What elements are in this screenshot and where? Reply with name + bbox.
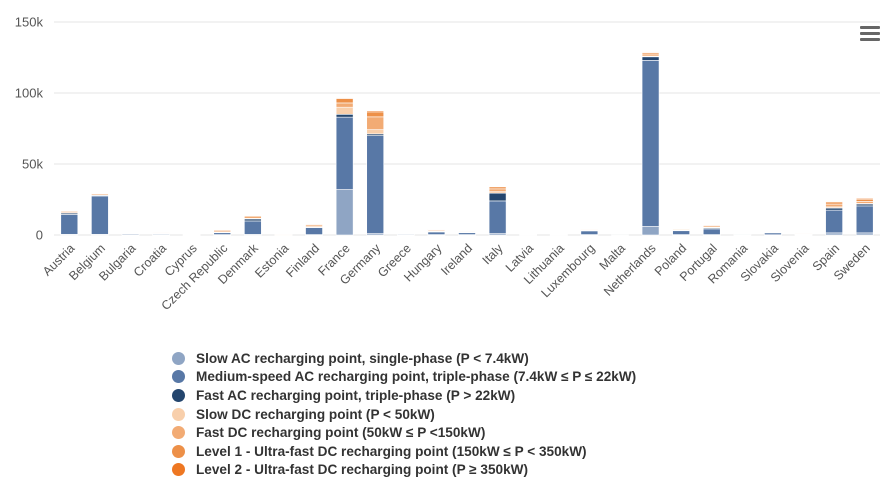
y-tick-label: 0: [36, 228, 43, 243]
bar-segment[interactable]: [488, 188, 507, 192]
legend-item[interactable]: Fast AC recharging point, triple-phase (…: [172, 386, 636, 405]
legend-label: Level 1 - Ultra-fast DC recharging point…: [196, 443, 587, 459]
legend-label: Medium-speed AC recharging point, triple…: [196, 369, 637, 385]
bar-segment[interactable]: [60, 209, 79, 212]
legend-item[interactable]: Slow DC recharging point (P < 50kW): [172, 405, 636, 424]
bar-segment[interactable]: [213, 229, 232, 231]
bar-segment[interactable]: [244, 214, 262, 217]
bar-segment[interactable]: [335, 116, 354, 190]
legend-marker: [172, 426, 185, 440]
legend-marker: [172, 463, 185, 477]
bar-segment[interactable]: [397, 232, 415, 235]
bar-segment[interactable]: [855, 198, 874, 200]
legend-marker: [172, 351, 185, 365]
bar-segment[interactable]: [305, 227, 323, 235]
bar-segment[interactable]: [366, 116, 385, 130]
x-axis-ticks: AustriaBelgiumBulgariaCroatiaCyprusCzech…: [40, 241, 873, 313]
bar-segment[interactable]: [488, 185, 507, 188]
bars: [60, 51, 874, 236]
bar-segment[interactable]: [825, 232, 843, 236]
bar-segment[interactable]: [488, 192, 507, 202]
legend-label: Fast DC recharging point (50kW ≤ P <150k…: [196, 425, 486, 441]
bar-segment[interactable]: [855, 205, 874, 234]
bar-segment[interactable]: [458, 230, 476, 232]
bar-segment[interactable]: [488, 200, 507, 234]
x-tick-label: Italy: [480, 241, 507, 268]
bar-segment[interactable]: [764, 231, 782, 233]
bar-segment[interactable]: [519, 233, 537, 235]
hamburger-menu-icon[interactable]: [860, 26, 880, 44]
y-tick-label: 50k: [22, 157, 43, 172]
legend-item[interactable]: Fast DC recharging point (50kW ≤ P <150k…: [172, 423, 636, 442]
x-tick-label: Ireland: [438, 241, 475, 278]
bar-segment[interactable]: [825, 201, 843, 203]
y-tick-label: 100k: [15, 86, 44, 101]
legend-label: Slow AC recharging point, single-phase (…: [196, 350, 529, 366]
bar-segment[interactable]: [580, 229, 599, 231]
bar-segment[interactable]: [825, 207, 843, 211]
legend-marker: [172, 388, 185, 402]
bar-segment[interactable]: [182, 234, 201, 236]
bar-segment[interactable]: [702, 228, 721, 235]
bar-segment[interactable]: [121, 232, 140, 234]
legend-label: Level 2 - Ultra-fast DC recharging point…: [196, 462, 529, 478]
bar-segment[interactable]: [335, 106, 354, 115]
bar-segment[interactable]: [825, 209, 843, 234]
bar-segment[interactable]: [366, 129, 385, 135]
bar-segment[interactable]: [91, 192, 109, 194]
bar-segment[interactable]: [366, 111, 385, 118]
bar-segment[interactable]: [274, 234, 293, 236]
bar-segment[interactable]: [641, 226, 660, 236]
bar-segment[interactable]: [733, 232, 752, 235]
legend-item[interactable]: Medium-speed AC recharging point, triple…: [172, 368, 636, 387]
x-tick-label: Croatia: [131, 241, 169, 279]
legend-label: Fast AC recharging point, triple-phase (…: [196, 387, 516, 403]
gridlines: [54, 21, 880, 236]
y-tick-label: 150k: [15, 15, 44, 30]
bar-segment[interactable]: [60, 214, 79, 235]
bar-segment[interactable]: [641, 56, 660, 61]
legend-marker: [172, 370, 185, 384]
bar-segment[interactable]: [641, 53, 660, 57]
bar-segment[interactable]: [855, 198, 874, 202]
bar-segment[interactable]: [794, 232, 813, 234]
bar-segment[interactable]: [305, 223, 323, 225]
bar-segment[interactable]: [641, 60, 660, 227]
legend-marker: [172, 444, 185, 458]
bar-segment[interactable]: [549, 234, 568, 236]
bar-segment[interactable]: [335, 97, 354, 99]
bar-segment[interactable]: [641, 51, 660, 53]
bar-segment[interactable]: [672, 227, 690, 230]
x-tick-label: Finland: [283, 241, 322, 280]
bar-segment[interactable]: [244, 220, 262, 235]
legend-item[interactable]: Level 1 - Ultra-fast DC recharging point…: [172, 442, 636, 461]
bar-segment[interactable]: [335, 189, 354, 236]
legend-marker: [172, 407, 185, 421]
bar-segment[interactable]: [855, 232, 874, 236]
bar-segment[interactable]: [702, 224, 721, 226]
bar-segment[interactable]: [91, 195, 109, 235]
bar-segment[interactable]: [335, 98, 354, 104]
legend-label: Slow DC recharging point (P < 50kW): [196, 406, 435, 422]
bar-segment[interactable]: [825, 203, 843, 208]
bar-segment[interactable]: [366, 110, 385, 113]
bar-segment[interactable]: [366, 135, 385, 234]
bar-segment[interactable]: [855, 201, 874, 204]
bar-segment[interactable]: [335, 114, 354, 118]
x-tick-label: Estonia: [252, 241, 291, 280]
y-axis-ticks: 0 50k 100k 150k: [15, 15, 44, 243]
legend-item[interactable]: Slow AC recharging point, single-phase (…: [172, 349, 636, 368]
bar-segment[interactable]: [152, 232, 170, 234]
legend: Slow AC recharging point, single-phase (…: [172, 349, 636, 479]
bar-segment[interactable]: [611, 234, 629, 236]
bar-segment[interactable]: [427, 229, 446, 231]
bar-segment[interactable]: [335, 102, 354, 108]
bar-segment[interactable]: [672, 230, 690, 235]
legend-item[interactable]: Level 2 - Ultra-fast DC recharging point…: [172, 461, 636, 480]
